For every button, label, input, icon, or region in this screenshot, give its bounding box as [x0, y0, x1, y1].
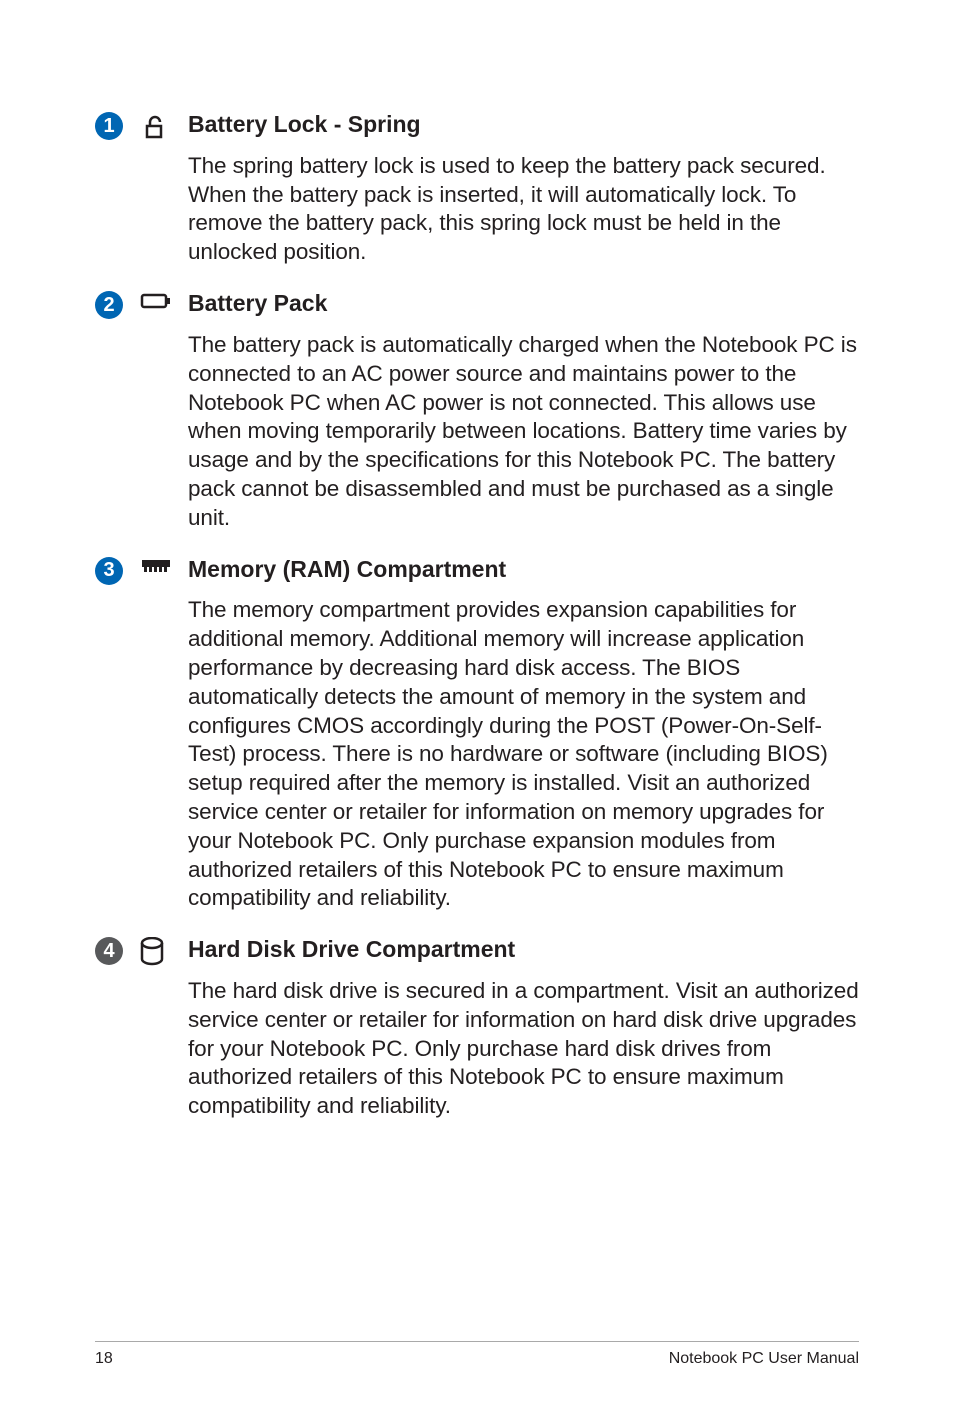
icon-column [140, 555, 188, 914]
section-heading: Hard Disk Drive Compartment [188, 935, 859, 965]
footer-title: Notebook PC User Manual [669, 1350, 859, 1368]
battery-icon [140, 291, 172, 311]
section-item: 2 Battery Pack The battery pack is autom… [95, 289, 859, 532]
number-badge: 1 [95, 112, 123, 140]
section-heading: Memory (RAM) Compartment [188, 555, 859, 585]
section-heading: Battery Lock - Spring [188, 110, 859, 140]
number-text: 2 [103, 294, 114, 317]
page-content: 1 Battery Lock - Spring The spring batte… [0, 0, 954, 1121]
section-body: The battery pack is automatically charge… [188, 331, 859, 533]
icon-column [140, 935, 188, 1121]
number-badge: 4 [95, 937, 123, 965]
number-column: 2 [95, 289, 140, 532]
text-column: Hard Disk Drive Compartment The hard dis… [188, 935, 859, 1121]
number-badge: 2 [95, 291, 123, 319]
number-text: 1 [103, 115, 114, 138]
text-column: Battery Pack The battery pack is automat… [188, 289, 859, 532]
number-column: 1 [95, 110, 140, 267]
section-body: The hard disk drive is secured in a comp… [188, 977, 859, 1121]
section-item: 1 Battery Lock - Spring The spring batte… [95, 110, 859, 267]
hdd-icon [140, 937, 164, 967]
section-body: The memory compartment provides expansio… [188, 596, 859, 913]
section-heading: Battery Pack [188, 289, 859, 319]
page-footer: 18 Notebook PC User Manual [95, 1341, 859, 1368]
number-text: 4 [103, 940, 114, 963]
section-item: 4 Hard Disk Drive Compartment The hard d… [95, 935, 859, 1121]
text-column: Battery Lock - Spring The spring battery… [188, 110, 859, 267]
page-number: 18 [95, 1350, 113, 1368]
icon-column [140, 289, 188, 532]
section-item: 3 Memory (RAM) Compartment The memory co… [95, 555, 859, 914]
number-column: 3 [95, 555, 140, 914]
memory-icon [140, 557, 172, 575]
number-text: 3 [103, 559, 114, 582]
number-badge: 3 [95, 557, 123, 585]
number-column: 4 [95, 935, 140, 1121]
icon-column [140, 110, 188, 267]
text-column: Memory (RAM) Compartment The memory comp… [188, 555, 859, 914]
lock-spring-icon [140, 112, 170, 142]
section-body: The spring battery lock is used to keep … [188, 152, 859, 267]
